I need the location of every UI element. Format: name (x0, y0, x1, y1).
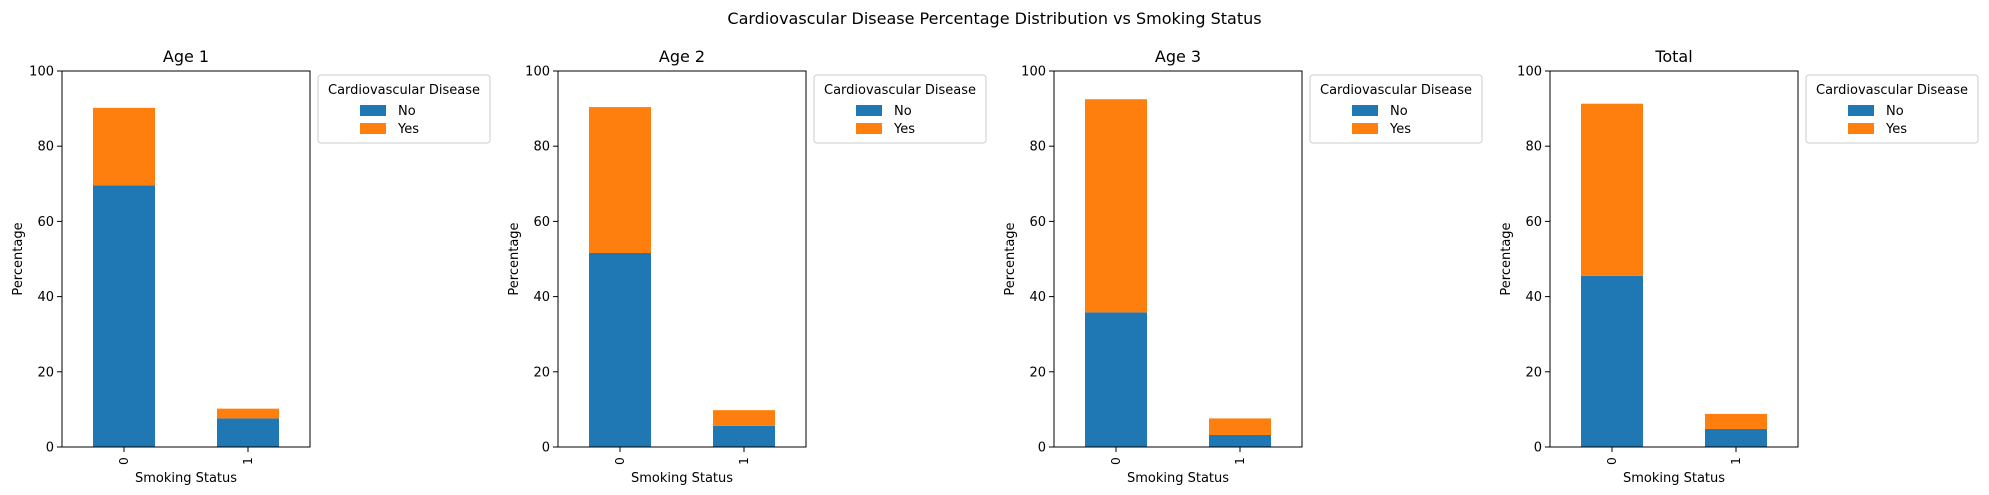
legend-label-yes: Yes (1389, 122, 1411, 137)
legend-label-yes: Yes (893, 122, 915, 137)
y-tick-label: 60 (533, 215, 550, 230)
bar-no-cat-1 (217, 418, 279, 447)
x-axis-label: Smoking Status (135, 471, 237, 486)
axes-frame (557, 70, 807, 448)
y-tick-label: 0 (1534, 441, 1542, 456)
y-tick-label: 0 (46, 441, 54, 456)
legend-title: Cardiovascular Disease (1320, 83, 1472, 98)
y-tick-label: 100 (29, 65, 54, 80)
bar-yes-cat-0 (589, 107, 651, 253)
bar-no-cat-0 (589, 252, 651, 447)
subplot-title: Age 1 (163, 47, 209, 66)
y-tick-label: 40 (1525, 290, 1542, 305)
bar-no-cat-0 (93, 185, 155, 447)
legend: Cardiovascular Disease No Yes (317, 74, 491, 144)
y-tick-label: 20 (37, 365, 54, 380)
x-tick-label: 1 (241, 457, 255, 465)
y-axis-label: Percentage (1003, 222, 1018, 295)
y-tick-label: 0 (542, 441, 550, 456)
y-tick-label: 60 (1525, 215, 1542, 230)
y-tick-label: 80 (1029, 140, 1046, 155)
bar-yes-cat-1 (217, 408, 279, 419)
legend-swatch-no (360, 105, 386, 116)
legend-label-no: No (894, 104, 912, 119)
y-tick-label: 100 (1021, 65, 1046, 80)
y-axis-label: Percentage (1499, 222, 1514, 295)
legend: Cardiovascular Disease No Yes (1309, 74, 1483, 144)
y-tick-label: 80 (533, 140, 550, 155)
x-tick-label: 0 (613, 457, 627, 465)
y-tick-label: 100 (1517, 65, 1542, 80)
y-axis-label: Percentage (507, 222, 522, 295)
bar-no-cat-1 (1209, 434, 1271, 447)
subplot-title: Age 2 (659, 47, 705, 66)
y-tick-label: 100 (525, 65, 550, 80)
y-tick-label: 20 (1525, 365, 1542, 380)
y-tick-label: 80 (37, 140, 54, 155)
bar-no-cat-0 (1581, 275, 1643, 447)
y-tick-label: 20 (533, 365, 550, 380)
legend-title: Cardiovascular Disease (328, 83, 480, 98)
bar-no-cat-0 (1085, 312, 1147, 447)
axes-frame (61, 70, 311, 448)
bar-no-cat-1 (1705, 428, 1767, 447)
legend-label-no: No (1886, 104, 1904, 119)
x-axis-label: Smoking Status (1623, 471, 1725, 486)
y-tick-label: 40 (37, 290, 54, 305)
legend-label-no: No (398, 104, 416, 119)
axes-frame (1053, 70, 1303, 448)
bar-yes-cat-0 (1581, 103, 1643, 276)
legend-swatch-no (1848, 105, 1874, 116)
x-axis-label: Smoking Status (631, 471, 733, 486)
legend-swatch-no (856, 105, 882, 116)
x-tick-label: 0 (1109, 457, 1123, 465)
x-tick-label: 0 (117, 457, 131, 465)
y-tick-label: 20 (1029, 365, 1046, 380)
legend-swatch-no (1352, 105, 1378, 116)
legend-swatch-yes (1848, 123, 1874, 134)
legend-title: Cardiovascular Disease (1816, 83, 1968, 98)
bar-yes-cat-1 (713, 410, 775, 426)
legend-title: Cardiovascular Disease (824, 83, 976, 98)
legend-swatch-yes (856, 123, 882, 134)
x-axis-label: Smoking Status (1127, 471, 1229, 486)
legend-swatch-yes (360, 123, 386, 134)
figure-title: Cardiovascular Disease Percentage Distri… (727, 9, 1261, 28)
y-tick-label: 80 (1525, 140, 1542, 155)
bar-no-cat-1 (713, 425, 775, 447)
legend-label-yes: Yes (1885, 122, 1907, 137)
x-tick-label: 1 (737, 457, 751, 465)
x-tick-label: 0 (1605, 457, 1619, 465)
axes-frame (1549, 70, 1799, 448)
y-tick-label: 60 (1029, 215, 1046, 230)
bar-yes-cat-0 (93, 107, 155, 186)
y-axis-label: Percentage (11, 222, 26, 295)
y-tick-label: 40 (1029, 290, 1046, 305)
x-tick-label: 1 (1729, 457, 1743, 465)
y-tick-label: 40 (533, 290, 550, 305)
legend-label-yes: Yes (397, 122, 419, 137)
subplot-title: Age 3 (1155, 47, 1201, 66)
x-tick-label: 1 (1233, 457, 1247, 465)
subplot-title: Total (1654, 47, 1692, 66)
legend-label-no: No (1390, 104, 1408, 119)
y-tick-label: 60 (37, 215, 54, 230)
bar-yes-cat-0 (1085, 99, 1147, 313)
y-tick-label: 0 (1038, 441, 1046, 456)
legend-swatch-yes (1352, 123, 1378, 134)
bar-yes-cat-1 (1705, 413, 1767, 429)
legend: Cardiovascular Disease No Yes (813, 74, 987, 144)
bar-yes-cat-1 (1209, 418, 1271, 435)
legend: Cardiovascular Disease No Yes (1805, 74, 1979, 144)
